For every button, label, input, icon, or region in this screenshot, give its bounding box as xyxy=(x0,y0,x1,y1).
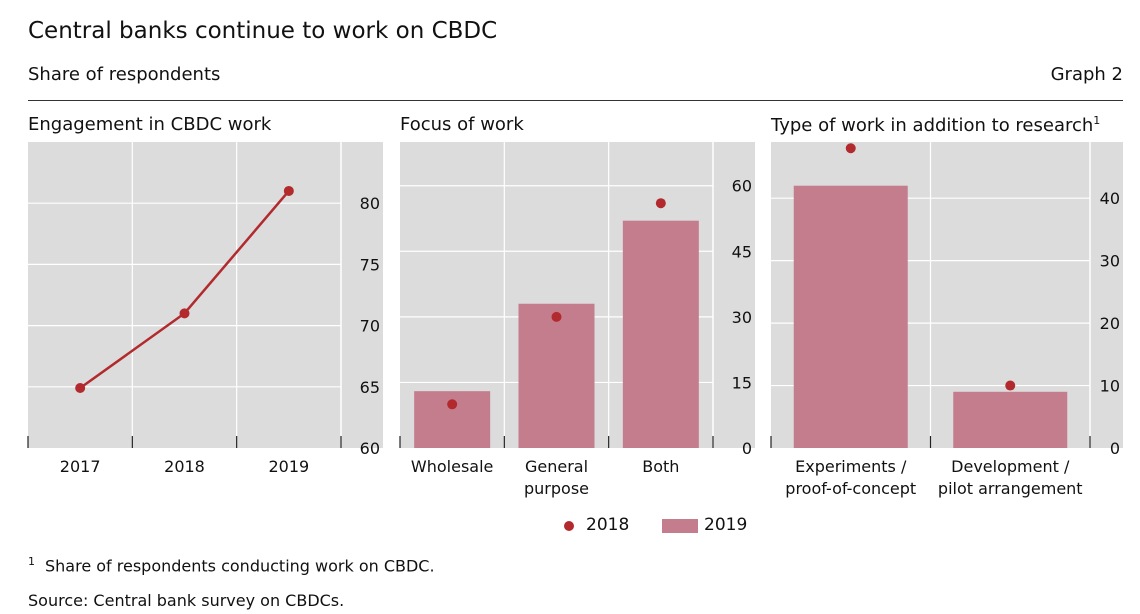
y-tick-label: 65 xyxy=(360,378,380,397)
dot-2018 xyxy=(845,143,856,154)
y-tick-label: 15 xyxy=(732,373,752,392)
y-tick-label: 20 xyxy=(1100,314,1120,333)
y-tick-label: 60 xyxy=(732,177,752,196)
plot-area xyxy=(28,142,383,448)
panel-title-focus: Focus of work xyxy=(400,114,524,135)
y-tick-label: 0 xyxy=(1110,439,1120,458)
y-tick-label: 40 xyxy=(1100,189,1120,208)
x-category-label: Development / xyxy=(951,457,1070,476)
bar-2019 xyxy=(622,220,699,448)
y-tick-label: 30 xyxy=(732,308,752,327)
dot-2018 xyxy=(655,198,666,209)
chart-subtitle: Share of respondents xyxy=(28,64,221,85)
x-category-label: 2017 xyxy=(60,457,101,476)
x-category-label: Both xyxy=(642,457,679,476)
legend-dot-icon xyxy=(564,521,574,531)
bar-2019 xyxy=(953,391,1068,448)
legend-label-2019: 2019 xyxy=(704,515,748,535)
y-tick-label: 70 xyxy=(360,317,380,336)
source-note: Source: Central bank survey on CBDCs. xyxy=(28,591,345,610)
line-point xyxy=(75,383,86,394)
header-divider xyxy=(28,100,1123,101)
x-category-label: pilot arrangement xyxy=(938,479,1083,498)
y-tick-label: 80 xyxy=(360,194,380,213)
legend-label-2018: 2018 xyxy=(586,515,630,535)
line-point xyxy=(283,185,294,196)
x-category-label: General xyxy=(525,457,588,476)
graph-number: Graph 2 xyxy=(1050,64,1123,85)
y-tick-label: 10 xyxy=(1100,377,1120,396)
chart-title: Central banks continue to work on CBDC xyxy=(28,18,498,44)
x-category-label: 2018 xyxy=(164,457,205,476)
y-tick-label: 0 xyxy=(742,439,752,458)
x-category-label: Wholesale xyxy=(411,457,493,476)
dot-2018 xyxy=(447,399,458,410)
x-category-label: Experiments / xyxy=(795,457,907,476)
x-category-label: proof-of-concept xyxy=(785,479,916,498)
footnote-marker: 1 xyxy=(1093,114,1101,127)
footnote: 1 Share of respondents conducting work on… xyxy=(28,555,435,576)
y-tick-label: 30 xyxy=(1100,252,1120,271)
y-tick-label: 75 xyxy=(360,255,380,274)
x-category-label: 2019 xyxy=(268,457,309,476)
panel-title-engagement: Engagement in CBDC work xyxy=(28,114,272,135)
line-point xyxy=(179,308,190,319)
dot-2018 xyxy=(1005,380,1016,391)
legend-bar-icon xyxy=(662,519,698,533)
panel-title-type: Type of work in addition to research1 xyxy=(771,114,1101,136)
y-tick-label: 60 xyxy=(360,439,380,458)
y-tick-label: 45 xyxy=(732,242,752,261)
x-category-label: purpose xyxy=(524,479,589,498)
bar-2019 xyxy=(518,303,595,448)
dot-2018 xyxy=(551,311,562,322)
bar-2019 xyxy=(793,185,908,448)
